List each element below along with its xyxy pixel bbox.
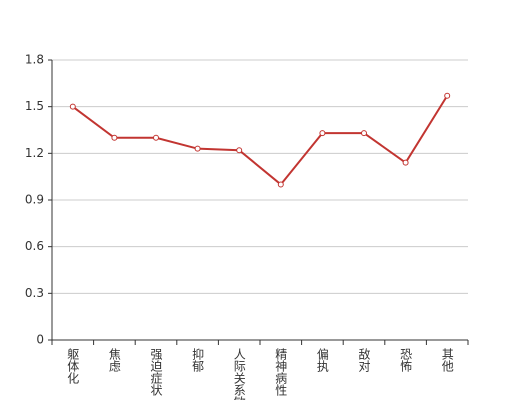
point bbox=[153, 134, 159, 141]
x-tick-label: 敌对 bbox=[357, 347, 371, 372]
y-tick-label: 0 bbox=[36, 333, 44, 347]
y-tick-label: 0.6 bbox=[25, 239, 44, 253]
y-tick-label: 0.9 bbox=[25, 193, 44, 207]
x-tick-label: 焦虑 bbox=[107, 348, 121, 372]
x-tick-label: 抑郁 bbox=[191, 347, 205, 373]
x-tick-label: 偏执 bbox=[315, 347, 329, 373]
point bbox=[194, 145, 201, 152]
point bbox=[111, 134, 118, 141]
y-tick-label: 1.2 bbox=[25, 146, 44, 160]
y-tick-label: 1.5 bbox=[25, 99, 44, 113]
line bbox=[72, 95, 449, 186]
point bbox=[361, 130, 367, 137]
point bbox=[69, 103, 76, 110]
x-tick-label: 恐怖 bbox=[399, 348, 413, 372]
x-tick-label: 强迫症状 bbox=[149, 348, 163, 396]
x-tick-label: 精神病性 bbox=[274, 348, 288, 397]
y-tick-label: 1.8 bbox=[25, 53, 44, 67]
point bbox=[402, 159, 409, 166]
point bbox=[319, 130, 326, 137]
point bbox=[236, 147, 243, 154]
point bbox=[277, 181, 284, 188]
x-tick-label: 其他 bbox=[440, 348, 454, 372]
point bbox=[444, 92, 451, 99]
x-tick-label: 躯体化 bbox=[66, 347, 80, 385]
x-tick-label: 人际关系敏感 bbox=[232, 348, 246, 400]
y-tick-label: 0.3 bbox=[25, 286, 44, 300]
